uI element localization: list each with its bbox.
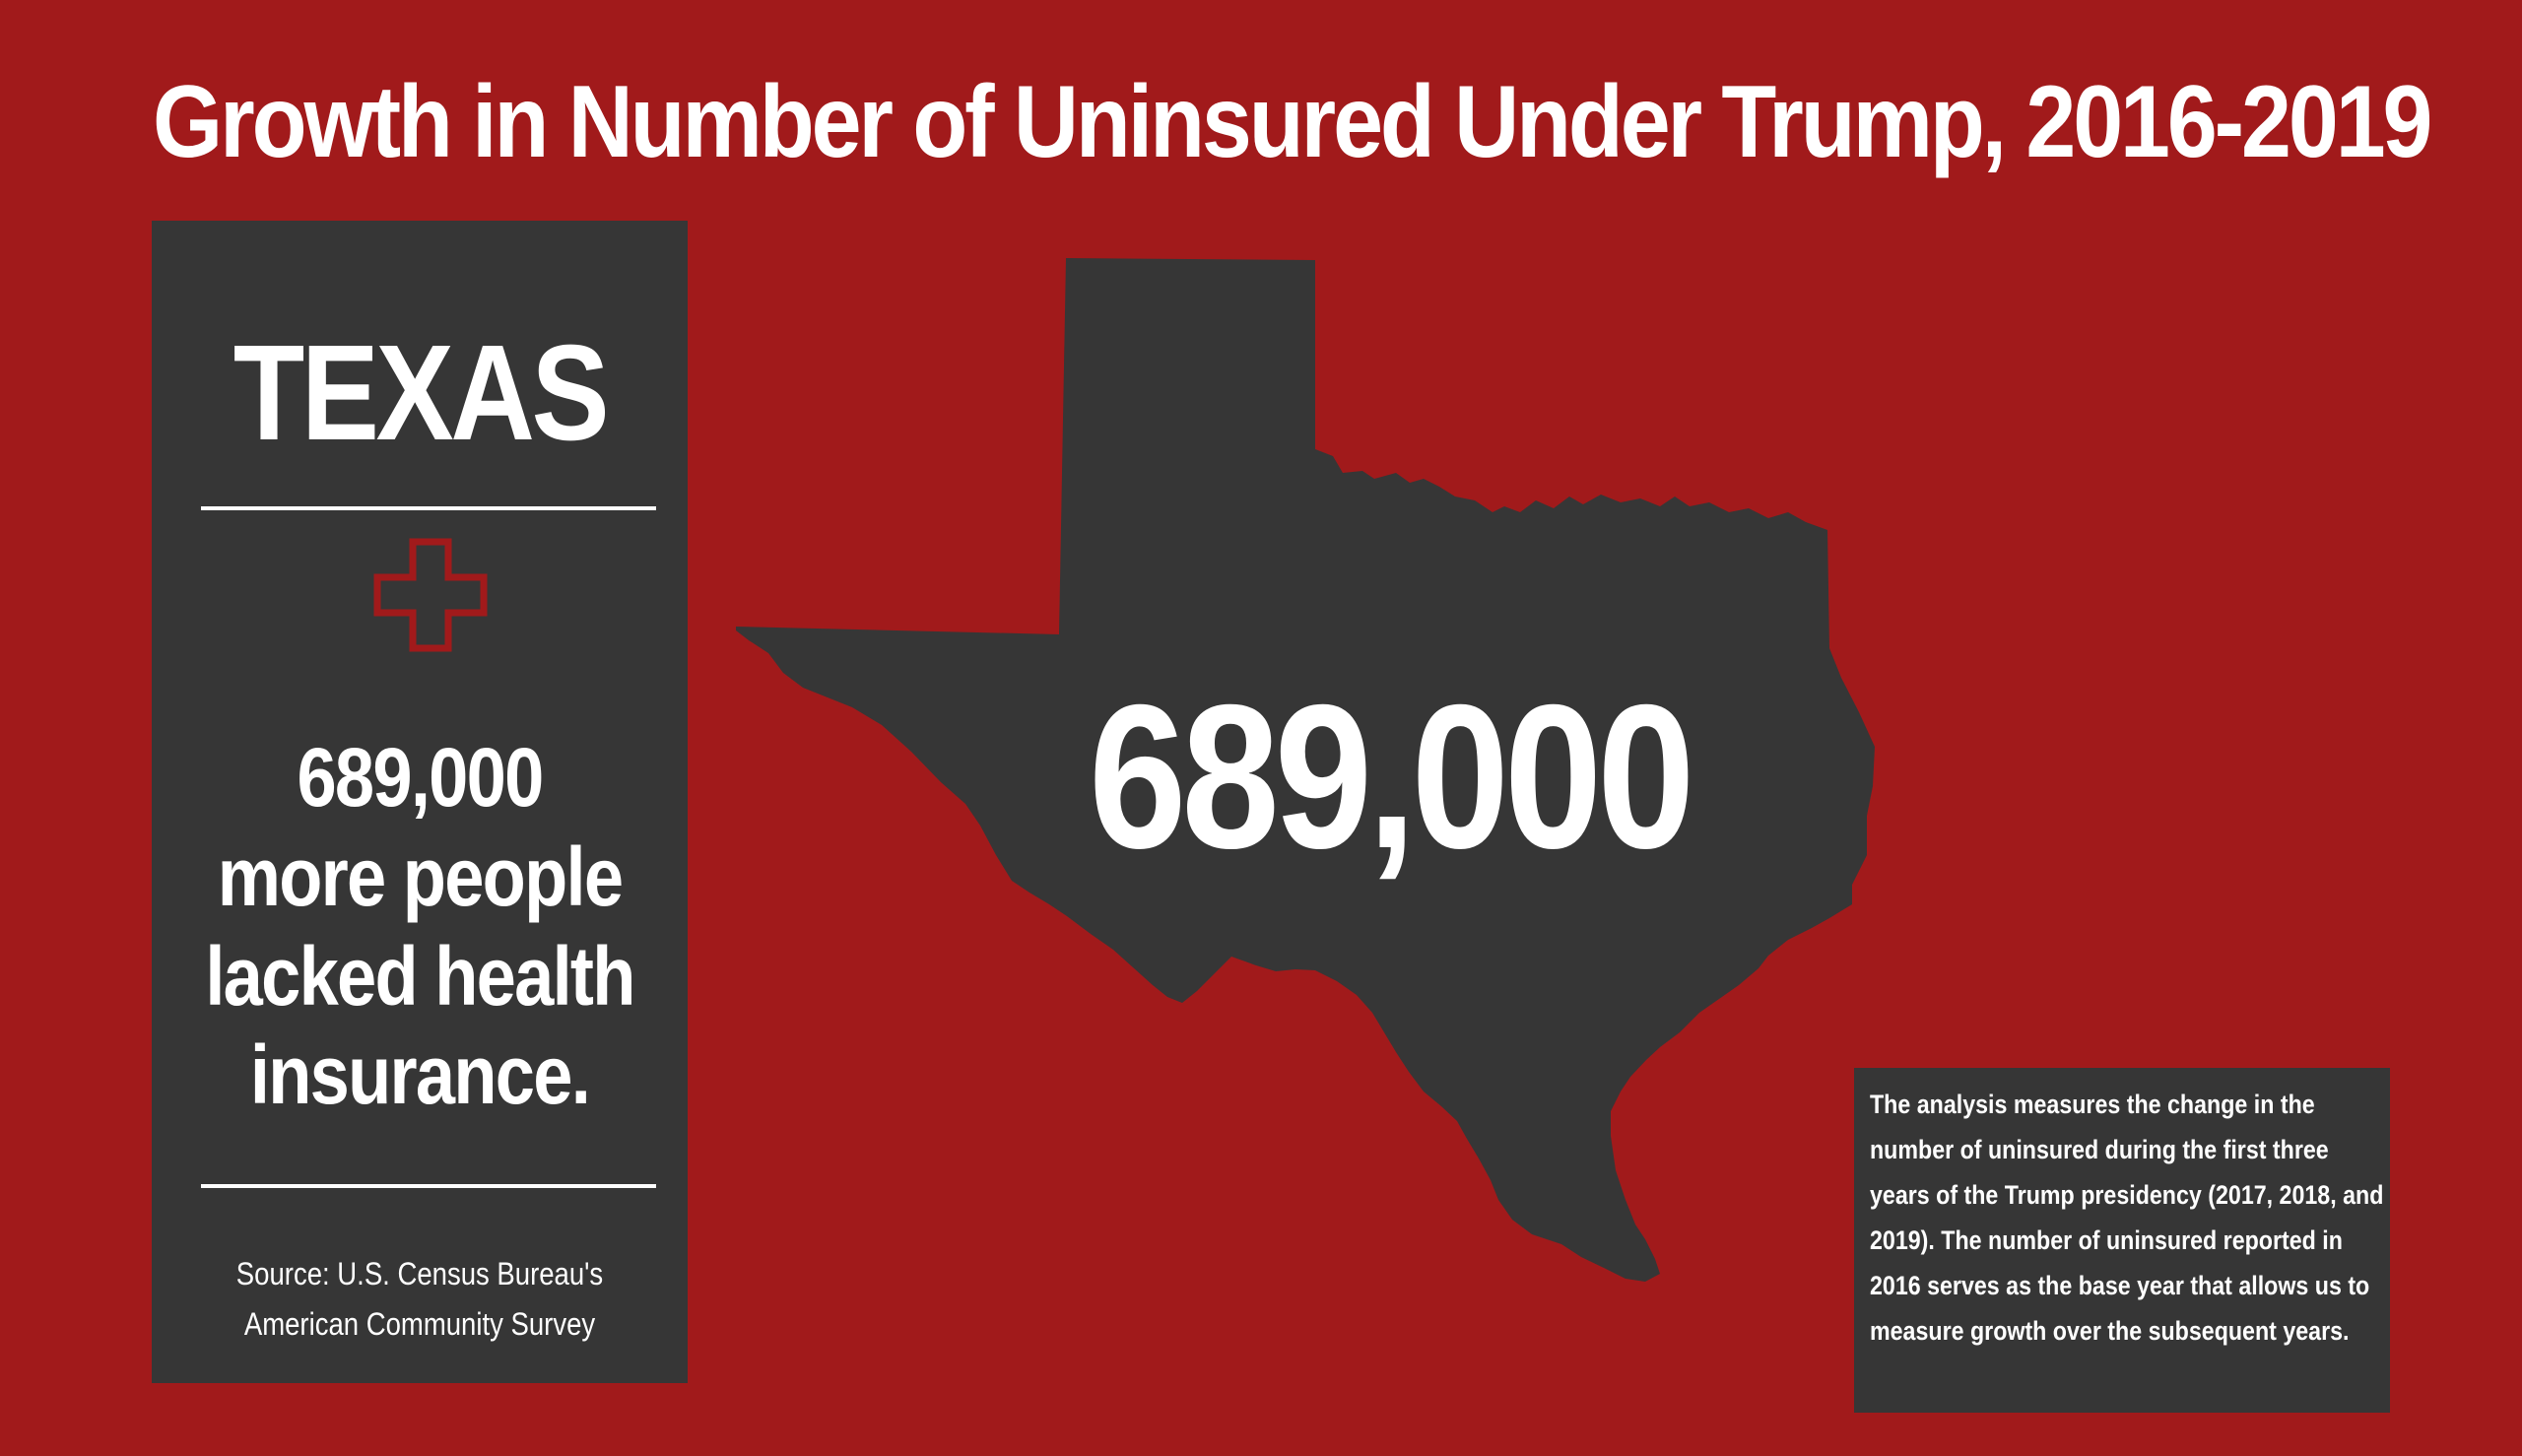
summary-panel: TEXAS 689,000 more people lacked health …: [152, 221, 688, 1383]
stat-text: 689,000 more people lacked health insura…: [189, 728, 650, 1125]
stat-line-4: insurance.: [249, 1028, 591, 1122]
methodology-note: The analysis measures the change in the …: [1854, 1068, 2390, 1413]
medical-cross-icon: [373, 538, 488, 652]
big-number: 689,000: [1089, 663, 1695, 892]
top-divider: [201, 506, 656, 510]
texas-map-shape: [736, 258, 1875, 1282]
state-name: TEXAS: [232, 317, 610, 469]
stat-line-number: 689,000: [297, 731, 544, 824]
note-text: The analysis measures the change in the …: [1870, 1090, 2384, 1346]
stat-line-2: more people: [217, 829, 624, 923]
stat-line-3: lacked health: [205, 929, 635, 1023]
source-citation: Source: U.S. Census Bureau's American Co…: [235, 1256, 604, 1343]
page-title: Growth in Number of Uninsured Under Trum…: [153, 65, 2432, 179]
bottom-divider: [201, 1184, 656, 1188]
